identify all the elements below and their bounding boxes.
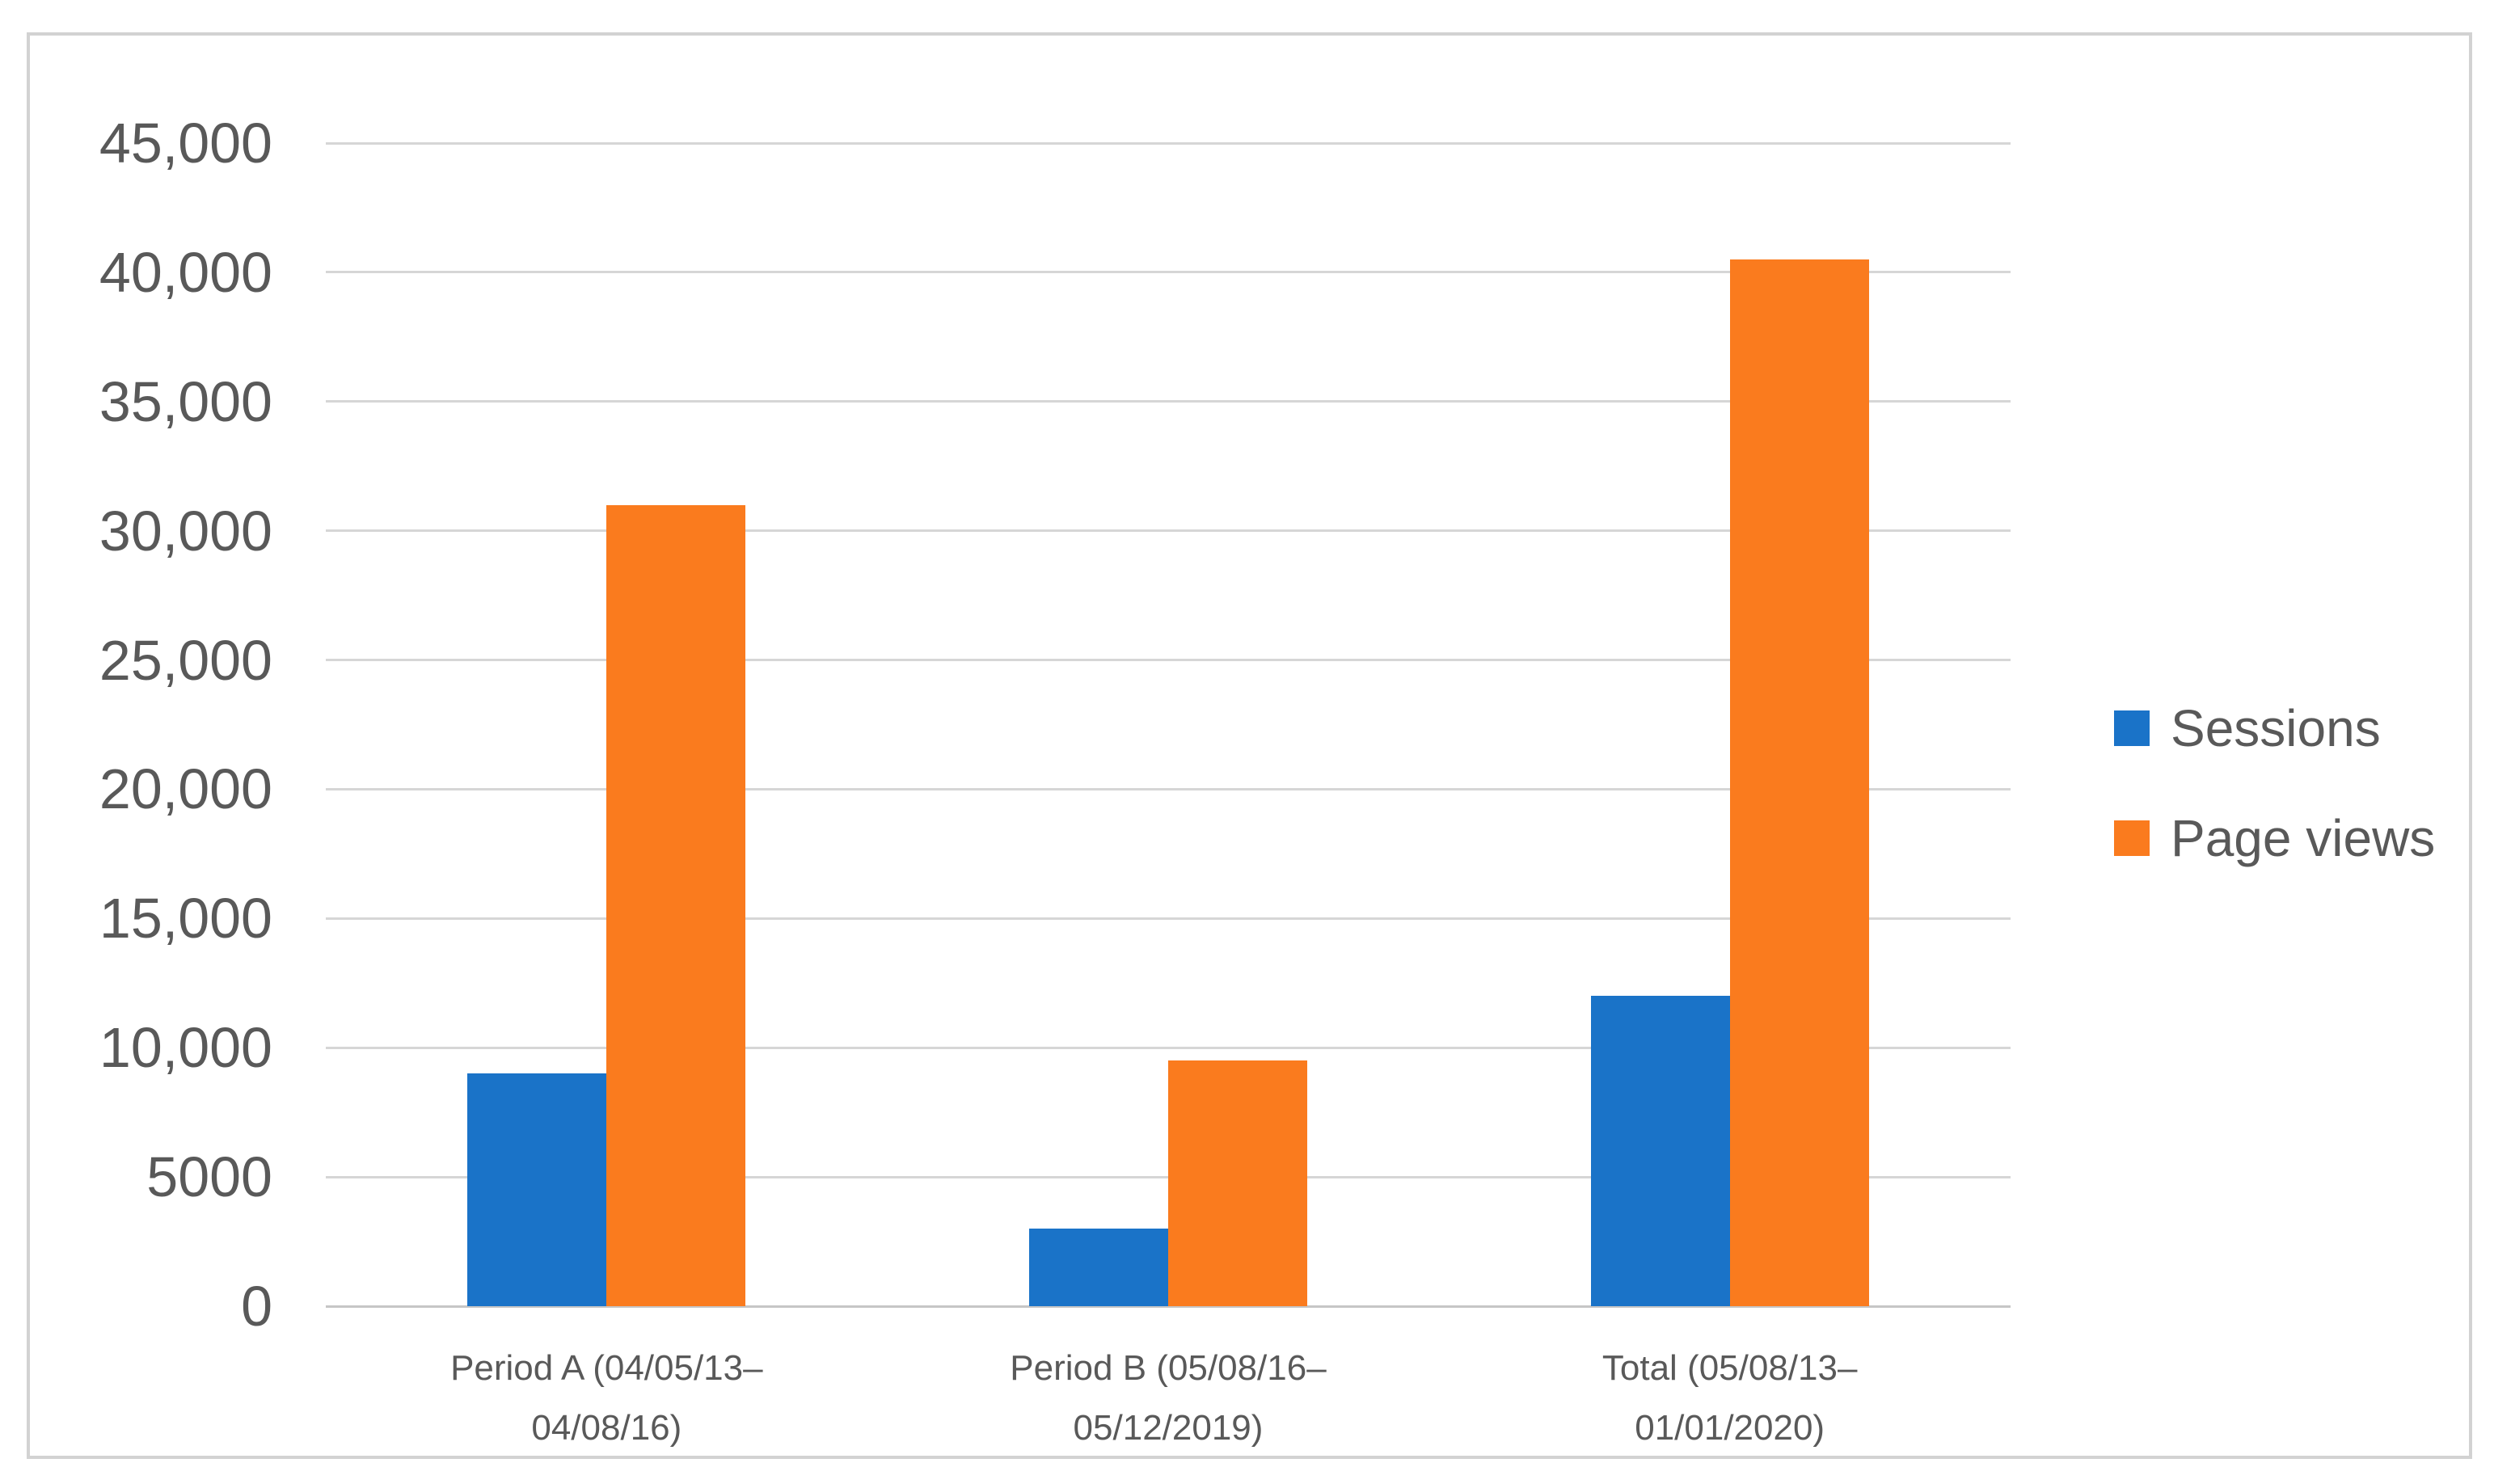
sessions-bar bbox=[1029, 1229, 1168, 1306]
page-views-series-swatch-icon bbox=[2114, 820, 2150, 856]
legend-item-sessions: Sessions bbox=[2114, 692, 2435, 765]
category-label: Period B (05/08/16– 05/12/2019) bbox=[1010, 1339, 1326, 1458]
y-tick-label: 5000 bbox=[146, 1145, 272, 1209]
chart-frame: 0 5000 10,000 15,000 20,000 25,000 30,000 35,00… bbox=[27, 32, 2472, 1459]
y-tick-label: 45,000 bbox=[99, 112, 272, 175]
sessions-series-swatch-icon bbox=[2114, 710, 2150, 746]
sessions-legend-label: Sessions bbox=[2171, 699, 2381, 757]
category-label-line: 05/12/2019) bbox=[1073, 1408, 1264, 1448]
category-label: Total (05/08/13– 01/01/2020) bbox=[1602, 1339, 1858, 1458]
legend-item-page-views: Page views bbox=[2114, 802, 2435, 875]
gridline bbox=[326, 659, 2011, 662]
category-label-line: Period B (05/08/16– bbox=[1010, 1348, 1327, 1388]
y-tick-label: 20,000 bbox=[99, 757, 272, 821]
category-label: Period A (04/05/13– 04/08/16) bbox=[450, 1339, 763, 1458]
category-label-line: 04/08/16) bbox=[531, 1408, 682, 1448]
y-tick-label: 35,000 bbox=[99, 369, 272, 433]
gridline bbox=[326, 141, 2011, 145]
page-views-bar bbox=[606, 504, 746, 1306]
gridline bbox=[326, 271, 2011, 274]
page-views-bar bbox=[1168, 1060, 1307, 1306]
category-label-line: Total (05/08/13– bbox=[1601, 1348, 1858, 1388]
gridline bbox=[326, 400, 2011, 403]
legend: Sessions Page views bbox=[2114, 692, 2435, 875]
category-label-line: Period A (04/05/13– bbox=[450, 1348, 763, 1388]
category-label-line: 01/01/2020) bbox=[1635, 1408, 1825, 1448]
page-views-legend-label: Page views bbox=[2171, 809, 2436, 867]
y-tick-label: 0 bbox=[241, 1275, 272, 1338]
gridline bbox=[326, 529, 2011, 533]
y-tick-label: 40,000 bbox=[99, 240, 272, 304]
gridline bbox=[326, 787, 2011, 790]
x-axis-line bbox=[326, 1305, 2011, 1308]
y-tick-label: 25,000 bbox=[99, 628, 272, 692]
gridline bbox=[326, 917, 2011, 920]
y-tick-label: 10,000 bbox=[99, 1016, 272, 1080]
y-tick-label: 15,000 bbox=[99, 887, 272, 951]
gridline bbox=[326, 1046, 2011, 1049]
sessions-bar bbox=[1590, 996, 1730, 1306]
y-tick-label: 30,000 bbox=[99, 499, 272, 563]
plot-area bbox=[326, 141, 2011, 1308]
sessions-bar bbox=[467, 1073, 607, 1306]
page-views-bar bbox=[1729, 259, 1869, 1306]
